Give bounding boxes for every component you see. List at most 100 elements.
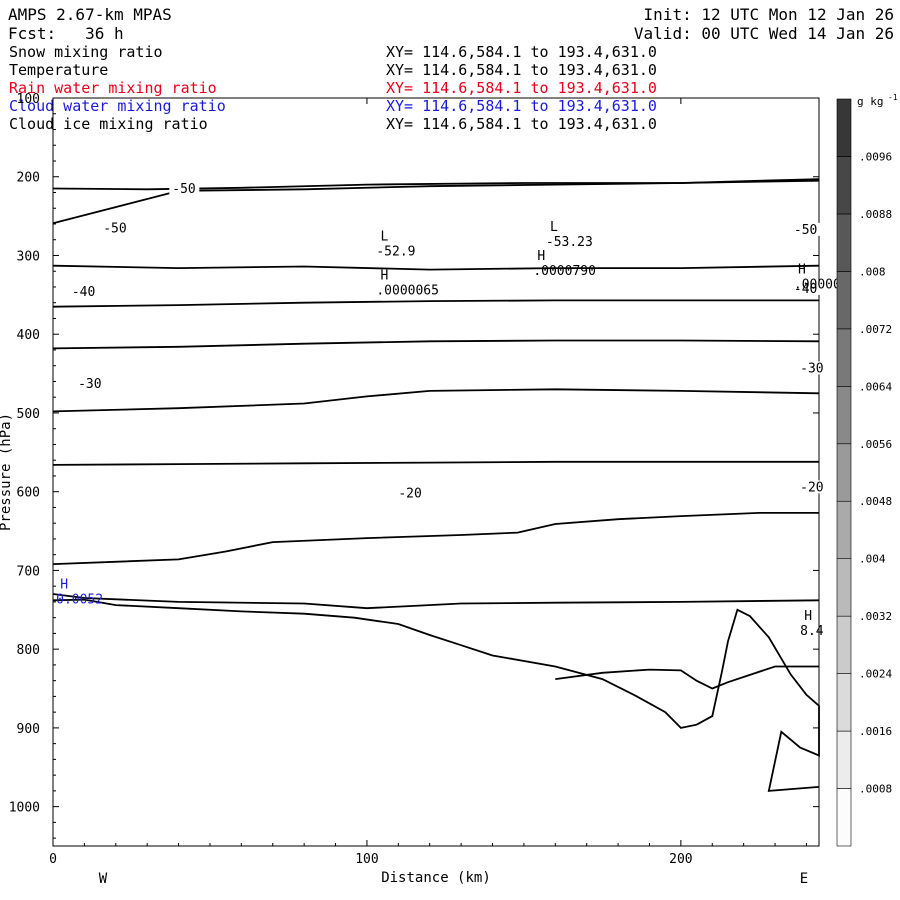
isotherm	[555, 665, 819, 690]
isotherm-label-bg	[790, 281, 821, 295]
isotherm	[52, 460, 819, 466]
isotherm-label: -20	[800, 480, 823, 495]
y-tick-label: 500	[17, 407, 40, 422]
colorbar-unit-exponent: -1	[888, 93, 898, 102]
colorbar-tick-label: .0048	[859, 495, 892, 508]
colorbar-segment	[836, 788, 852, 847]
extremum-kind: H	[798, 262, 806, 277]
colorbar-tick-label: .0072	[859, 323, 892, 336]
colorbar-segment	[836, 156, 852, 215]
isotherm-label-bg	[395, 486, 426, 500]
y-tick-label: 100	[17, 92, 40, 107]
colorbar-tick-label: .0016	[859, 725, 892, 738]
colorbar-tick-label: .0056	[859, 438, 892, 451]
isotherm-label-bg	[797, 361, 828, 375]
isotherm-label: -40	[794, 282, 817, 297]
isotherm	[52, 388, 820, 413]
field-name: Rain water mixing ratio	[9, 79, 217, 97]
x-axis-label: Distance (km)	[381, 870, 491, 886]
y-tick-label: 300	[17, 249, 40, 264]
isotherm-label: -30	[78, 377, 101, 392]
field-xy: XY= 114.6,584.1 to 193.4,631.0	[386, 43, 657, 61]
isotherm-label-bg	[68, 285, 99, 299]
isotherm	[52, 264, 820, 271]
colorbar-segment	[836, 500, 852, 559]
extremum-value: -53.23	[546, 235, 593, 250]
isotherm	[52, 339, 820, 350]
y-tick-label: 700	[17, 564, 40, 579]
y-tick-label: 1000	[9, 801, 40, 816]
field-xy: XY= 114.6,584.1 to 193.4,631.0	[386, 97, 657, 115]
isotherm-label: -50	[103, 221, 126, 236]
colorbar-tick-label: .0032	[859, 610, 892, 623]
extremum-value: 0.0052	[56, 592, 103, 607]
extremum-kind: H	[380, 269, 388, 284]
colorbar-tick-label: .004	[859, 553, 886, 566]
isotherm-label-bg	[790, 222, 821, 236]
extremum-kind: H	[60, 577, 68, 592]
colorbar-tick-label: .008	[859, 265, 886, 278]
extremum-kind: H	[804, 609, 812, 624]
isotherm-label: -50	[172, 182, 195, 197]
colorbar-segment	[836, 213, 852, 272]
colorbar-segment	[836, 328, 852, 387]
isotherm-label-bg	[797, 480, 828, 494]
field-xy: XY= 114.6,584.1 to 193.4,631.0	[386, 79, 657, 97]
isotherm-label: -20	[398, 487, 421, 502]
y-tick-label: 200	[17, 171, 40, 186]
isotherm	[52, 512, 819, 565]
colorbar-segment	[836, 615, 852, 674]
colorbar-segment	[836, 558, 852, 617]
colorbar-segment	[836, 673, 852, 732]
extremum-kind: L	[380, 229, 388, 244]
colorbar-tick-label: .0096	[859, 150, 892, 163]
x-tick-label: 200	[669, 852, 692, 867]
extremum-value: .00000	[794, 277, 841, 292]
field-xy: XY= 114.6,584.1 to 193.4,631.0	[386, 115, 657, 133]
field-xy: XY= 114.6,584.1 to 193.4,631.0	[386, 61, 657, 79]
extremum-value: .0000790	[533, 264, 596, 279]
field-name: Cloud water mixing ratio	[9, 97, 226, 115]
colorbar-tick-label: .0024	[859, 668, 892, 681]
colorbar-segment	[836, 386, 852, 445]
field-name: Cloud ice mixing ratio	[9, 115, 208, 133]
model-title: AMPS 2.67-km MPAS	[8, 5, 172, 24]
colorbar-tick-label: .0088	[859, 208, 892, 221]
valid-time: Valid: 00 UTC Wed 14 Jan 26	[633, 24, 894, 43]
plot-frame	[52, 97, 820, 847]
field-name: Temperature	[9, 61, 109, 79]
x-tick-label: 100	[355, 852, 378, 867]
isotherm-label-bg	[169, 181, 200, 195]
extremum-kind: H	[537, 249, 545, 264]
isotherm	[52, 178, 820, 225]
colorbar-segment	[836, 730, 852, 789]
forecast-hour: Fcst: 36 h	[8, 24, 124, 43]
y-tick-label: 900	[17, 722, 40, 737]
extremum-value: 8.4	[800, 624, 824, 639]
colorbar-tick-label: .0064	[859, 380, 892, 393]
extremum-value: -52.9	[376, 244, 415, 259]
isotherm-label: -40	[72, 285, 95, 300]
isotherm-label-bg	[75, 377, 106, 391]
y-axis-label: Pressure (hPa)	[0, 413, 14, 531]
colorbar-unit: g kg	[857, 95, 884, 108]
isotherm-label: -30	[800, 361, 823, 376]
east-label: E	[800, 871, 808, 887]
x-tick-label: 0	[49, 852, 57, 867]
isotherm	[52, 299, 819, 308]
colorbar-segment	[836, 443, 852, 502]
y-tick-label: 400	[17, 328, 40, 343]
isotherm	[52, 593, 820, 610]
colorbar-tick-label: .0008	[859, 783, 892, 796]
extremum-kind: L	[550, 220, 558, 235]
y-tick-label: 800	[17, 643, 40, 658]
colorbar-segment	[836, 98, 852, 157]
west-label: W	[99, 871, 108, 887]
init-time: Init: 12 UTC Mon 12 Jan 26	[643, 5, 894, 24]
y-tick-label: 600	[17, 486, 40, 501]
extremum-value: .0000065	[376, 284, 439, 299]
colorbar-segment	[836, 271, 852, 330]
isotherm-label-bg	[100, 221, 131, 235]
isotherm-label: -50	[794, 223, 817, 238]
